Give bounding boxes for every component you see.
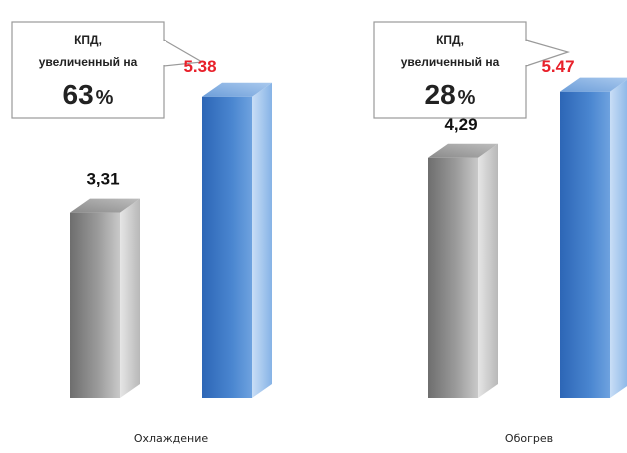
- bar-front: [428, 157, 478, 398]
- value-label: 4,29: [444, 115, 477, 134]
- value-label: 3,31: [86, 170, 119, 189]
- bar-side: [478, 143, 498, 398]
- callout-box: КПД, увеличенный на 28%: [373, 21, 571, 119]
- bar-1-2: [428, 143, 498, 398]
- callouts-layer: КПД, увеличенный на 63 % КПД, увеличенный на 2…: [11, 21, 571, 119]
- bar-2-1: [202, 82, 272, 398]
- callout-line-1: КПД,: [74, 33, 102, 47]
- bar-side: [610, 79, 627, 398]
- callout-line-2: увеличенный на: [39, 55, 138, 69]
- bar-side: [120, 198, 140, 398]
- bar-top: [70, 198, 140, 213]
- category-label: Обогрев: [505, 432, 553, 445]
- value-label: 5.38: [183, 57, 216, 76]
- bar-side: [252, 82, 272, 398]
- callout-frame: [373, 21, 527, 119]
- callout-percent: 28%: [425, 79, 476, 110]
- bar-top: [560, 77, 627, 92]
- callout-percent: 63%: [63, 79, 114, 110]
- bar-front: [70, 212, 120, 398]
- bars-layer: [70, 77, 627, 399]
- callout-frame: [11, 21, 165, 119]
- bar-top: [202, 82, 272, 97]
- callout-box: КПД, увеличенный на 63%: [11, 21, 204, 119]
- bar-front: [560, 91, 610, 399]
- bar-1-1: [70, 198, 140, 398]
- callout-line-2: увеличенный на: [401, 55, 500, 69]
- bar-2-2: [560, 77, 627, 399]
- value-labels-layer: 3,31 5.38 4,29 5.47: [86, 57, 574, 189]
- value-label: 5.47: [541, 57, 574, 76]
- category-labels-layer: Охлаждение Обогрев: [134, 432, 553, 445]
- category-label: Охлаждение: [134, 432, 209, 445]
- callout-line-1: КПД,: [436, 33, 464, 47]
- bar-top: [428, 143, 498, 158]
- bar-front: [202, 96, 252, 398]
